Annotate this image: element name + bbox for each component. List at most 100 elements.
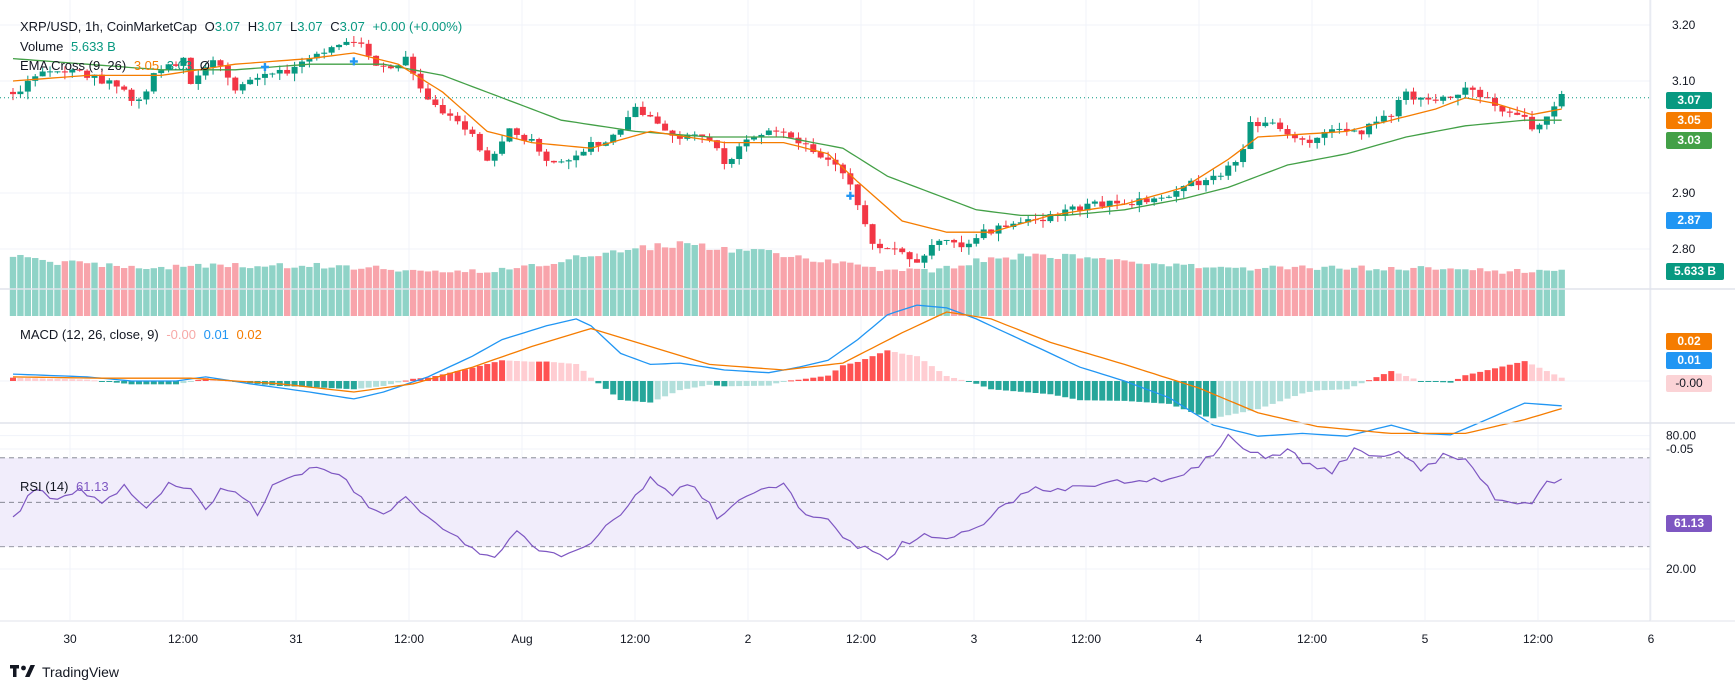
candle-body [1492,97,1498,106]
macd-histogram-bar [1247,381,1254,411]
macd-histogram-bar [1492,368,1498,381]
volume-bar [17,254,24,316]
candle-body [869,224,876,244]
macd-histogram-bar [743,381,750,386]
volume-bar [1113,259,1121,316]
volume-bar [565,259,572,316]
candle-body [810,144,817,153]
ema-label: EMA Cross (9, 26) [20,58,127,73]
macd-histogram-bar [1136,381,1143,402]
candle-body [365,43,372,56]
volume-bar [158,266,165,316]
tradingview-logo[interactable]: TradingView [10,664,119,680]
macd-histogram-bar [106,381,113,382]
candle [91,74,98,86]
candle-body [328,47,335,53]
volume-bar [1306,268,1313,316]
macd-line-tag: 0.01 [1666,352,1712,369]
volume-bar [446,272,454,316]
candle [891,241,898,255]
ema-legend: EMA Cross (9, 26) 3.05 3.03 Ø [20,58,214,74]
macd-histogram-bar [150,381,157,385]
macd-histogram-bar [306,381,313,387]
candle [195,69,202,90]
rsi-band [0,457,1650,548]
candle [995,223,1002,242]
volume-bar [409,269,417,316]
macd-histogram-bar [1425,381,1432,382]
volume-bar [624,249,632,316]
macd-histogram-bar [647,381,654,403]
volume-bar [128,265,135,316]
volume-bar [1136,263,1143,316]
volume-bar [543,265,550,316]
candle-body [899,248,906,253]
macd-histogram-bar [313,381,320,388]
macd-histogram-bar [691,381,698,388]
volume-bar [24,257,32,316]
volume-bar [965,265,973,316]
macd-histogram-bar [462,369,469,381]
macd-histogram-bar [832,370,839,381]
macd-histogram-bar [1099,381,1106,401]
macd-histogram-bar [951,377,958,381]
volume-bar [1491,270,1499,316]
candle [306,54,313,68]
candle-body [1306,139,1313,143]
macd-histogram-bar [802,378,809,381]
candle-body [706,136,713,141]
macd-histogram-bar [558,362,565,381]
candle-body [973,238,980,244]
macd-histogram-bar [1106,381,1113,401]
rsi-tag: 61.13 [1666,515,1712,532]
macd-histogram-bar [899,353,906,381]
macd-histogram-bar [447,372,454,381]
macd-histogram-bar [1358,381,1365,384]
macd-histogram-bar [713,381,720,386]
candle-body [98,74,105,84]
macd-histogram-bar [336,381,343,389]
time-tick-label: 3 [971,632,978,646]
candle [839,162,846,180]
volume-bar [1121,260,1128,316]
candle-body [380,65,387,67]
macd-histogram-bar [876,353,883,381]
candle-body [528,139,535,141]
volume-bar [1039,254,1047,316]
candle-body [84,70,91,78]
volume-bar [1202,267,1210,316]
high-label: H [247,19,258,34]
candle [47,66,54,77]
macd-histogram-bar [1454,378,1461,381]
volume-bar [1528,272,1536,316]
macd-histogram-bar [1232,381,1239,414]
macd-histogram-bar [180,381,187,384]
candle-body [32,76,39,81]
candle-body [454,115,461,122]
candle [869,223,876,250]
macd-histogram-bar [625,381,632,401]
candle-body [617,129,624,135]
ema-slow-value: 3.03 [166,58,193,73]
volume-bar [1173,263,1180,316]
macd-histogram-bar [1469,373,1476,381]
candle [936,239,943,251]
volume-bar [269,265,276,316]
candle [499,135,506,156]
macd-histogram-bar [1521,361,1528,381]
macd-histogram-bar [699,381,706,387]
volume-bar [1380,270,1388,316]
low-label: L [290,19,298,34]
macd-histogram-bar [1351,381,1358,387]
candle [313,51,320,61]
macd-histogram-bar [476,365,483,381]
candle-body [550,160,557,163]
volume-bar [98,266,106,316]
volume-tag: 5.633 B [1666,263,1724,280]
candle [484,146,491,162]
volume-bar [1388,267,1395,316]
candle-body [1380,115,1387,122]
time-tick-label: 30 [63,632,77,646]
volume-bar [639,245,647,316]
